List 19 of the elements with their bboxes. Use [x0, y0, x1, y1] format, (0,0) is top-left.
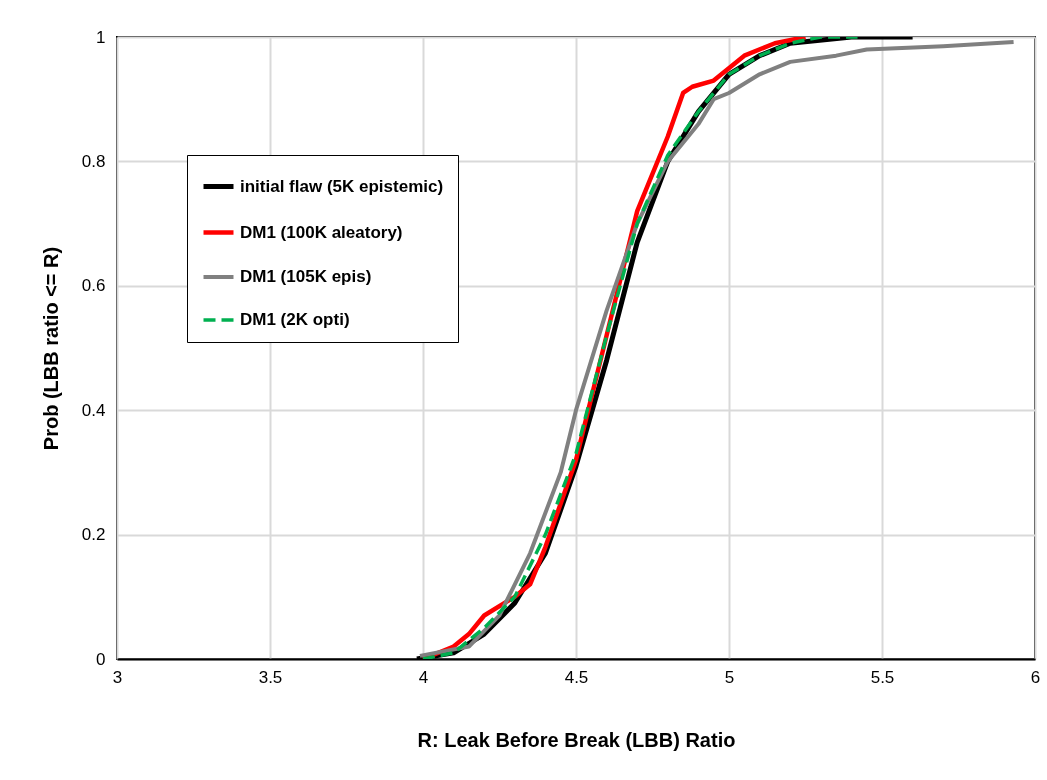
- x-axis-title: R: Leak Before Break (LBB) Ratio: [417, 728, 736, 751]
- y-tick-label: 0.6: [81, 276, 106, 296]
- y-axis-title: Prob (LBB ratio <= R): [39, 246, 62, 451]
- x-tick-label: 5: [724, 667, 735, 687]
- y-tick-label: 0.2: [81, 525, 106, 545]
- y-tick-label: 0: [96, 649, 106, 669]
- x-tick-label: 3.5: [258, 667, 283, 687]
- x-tick-label: 4: [418, 667, 429, 687]
- legend-label: DM1 (100K aleatory): [240, 222, 403, 242]
- legend-label: DM1 (2K opti): [240, 310, 350, 329]
- x-tick-label: 5.5: [870, 667, 895, 687]
- y-tick-label: 1: [96, 27, 106, 47]
- legend-label: initial flaw (5K epistemic): [240, 176, 444, 196]
- y-tick-label: 0.8: [81, 151, 106, 171]
- legend-label: DM1 (105K epis): [240, 267, 372, 286]
- x-tick-label: 3: [112, 667, 123, 687]
- y-tick-label: 0.4: [81, 400, 106, 420]
- x-tick-label: 6: [1030, 667, 1041, 687]
- x-tick-label: 4.5: [564, 667, 589, 687]
